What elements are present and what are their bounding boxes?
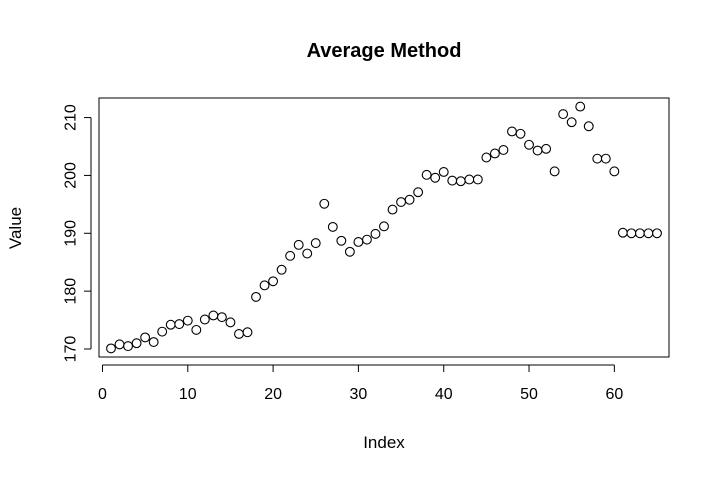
data-point	[481, 152, 492, 163]
data-point	[361, 234, 372, 245]
data-point	[438, 167, 449, 177]
data-point	[208, 310, 219, 321]
data-point	[592, 153, 603, 164]
data-point	[259, 280, 270, 291]
data-point	[114, 339, 125, 350]
data-point	[413, 187, 424, 198]
data-point	[191, 324, 202, 335]
data-point	[634, 228, 645, 239]
data-point	[225, 317, 236, 328]
x-tick-label: 10	[179, 386, 197, 403]
data-point	[379, 221, 389, 232]
data-point	[396, 197, 407, 207]
data-point	[344, 246, 355, 257]
x-axis-label: Index	[363, 433, 405, 452]
x-tick-label: 40	[435, 386, 453, 403]
data-point	[515, 128, 526, 139]
data-point	[617, 227, 628, 238]
x-axis: 0 10 20 30 40 50 60	[98, 364, 623, 403]
data-point	[140, 332, 151, 343]
data-point	[404, 194, 415, 205]
data-point	[652, 228, 662, 239]
data-point	[276, 264, 287, 275]
data-point	[370, 228, 381, 239]
data-point	[293, 239, 304, 250]
data-point	[626, 228, 637, 239]
data-point	[455, 176, 466, 187]
data-point	[182, 315, 193, 326]
data-point	[165, 319, 176, 330]
data-points	[106, 101, 662, 354]
data-point	[131, 338, 142, 349]
data-point	[216, 312, 227, 323]
chart-title: Average Method	[307, 40, 462, 62]
data-point	[541, 143, 552, 154]
data-point	[524, 139, 534, 150]
plot-area	[98, 97, 670, 358]
y-tick-label: 190	[63, 220, 80, 247]
data-point	[327, 221, 338, 232]
data-point	[566, 117, 577, 128]
data-point	[199, 314, 210, 325]
data-point	[174, 319, 185, 330]
data-point	[148, 337, 159, 348]
y-tick-label: 170	[63, 336, 80, 363]
data-point	[507, 126, 517, 137]
data-point	[430, 172, 441, 183]
data-point	[302, 248, 313, 259]
data-point	[285, 250, 296, 261]
data-point	[268, 276, 279, 287]
data-point	[353, 237, 364, 247]
x-tick-label: 0	[98, 386, 107, 403]
x-tick-label: 20	[264, 386, 282, 403]
data-point	[157, 326, 168, 337]
y-tick-label: 200	[63, 162, 80, 189]
y-tick-label: 180	[63, 278, 80, 305]
data-point	[387, 204, 398, 215]
data-point	[489, 148, 500, 159]
data-point	[421, 169, 432, 180]
data-point	[310, 238, 321, 249]
data-point	[242, 327, 253, 338]
x-tick-label: 60	[605, 386, 623, 403]
data-point	[472, 174, 483, 185]
data-point	[498, 145, 509, 155]
data-point	[558, 109, 569, 120]
x-tick-label: 30	[350, 386, 368, 403]
data-point	[583, 121, 594, 132]
data-point	[532, 145, 543, 156]
data-point	[549, 166, 560, 177]
data-point	[609, 166, 620, 177]
data-point	[336, 235, 347, 246]
data-point	[123, 341, 134, 352]
y-axis-label: Value	[6, 207, 25, 249]
data-point	[447, 175, 458, 186]
data-point	[319, 198, 330, 209]
data-point	[643, 228, 654, 239]
data-point	[251, 291, 261, 302]
data-point	[575, 101, 586, 112]
data-point	[600, 153, 611, 164]
data-point	[106, 343, 116, 354]
y-tick-label: 210	[63, 104, 80, 131]
data-point	[464, 174, 475, 185]
y-axis: 170 180 190 200 210	[63, 104, 92, 362]
data-point	[234, 329, 244, 339]
x-tick-label: 50	[520, 386, 538, 403]
